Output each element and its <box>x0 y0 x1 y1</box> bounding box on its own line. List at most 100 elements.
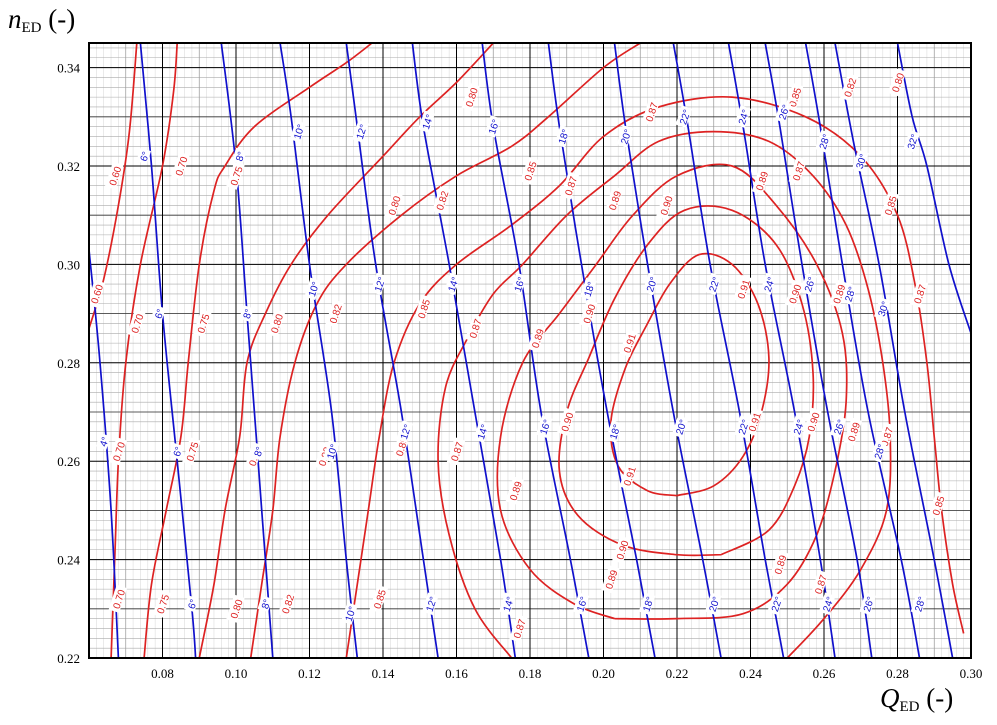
guide-vane-label: 14° <box>418 110 436 133</box>
label-background <box>638 592 656 615</box>
label-background <box>880 191 899 220</box>
label-background <box>840 282 858 305</box>
guide-vane-label: 16° <box>572 592 590 615</box>
label-background <box>604 186 624 215</box>
contour-label: 32° <box>906 133 921 151</box>
contour-label: 10° <box>325 443 340 461</box>
contour-label: 16° <box>539 418 554 436</box>
contour-label: 14° <box>421 113 436 131</box>
guide-vane-label: 6° <box>184 595 200 613</box>
contour-label: 12° <box>425 595 440 613</box>
guide-vane-label: 18° <box>554 125 572 148</box>
contour-label: 0.89 <box>755 170 772 192</box>
label-background <box>171 151 190 180</box>
efficiency-contour-0.91 <box>609 252 770 497</box>
guide-vane-label: 26° <box>800 272 818 296</box>
guide-vane-label: 24° <box>734 105 752 128</box>
contour-label: 12° <box>373 276 388 294</box>
label-background <box>852 149 869 173</box>
guide-vane-label: 6° <box>150 305 167 322</box>
guide-vane-line-30deg <box>834 43 954 658</box>
guide-vane-label: 16° <box>535 415 554 438</box>
guide-vane-label: 6° <box>169 442 185 460</box>
contour-label: 22° <box>737 418 752 436</box>
label-background <box>95 432 111 450</box>
contour-label: 28° <box>873 443 888 461</box>
contour-label: 28° <box>913 595 928 613</box>
guide-vane-label: 10° <box>341 602 359 625</box>
efficiency-contour-0.82 <box>249 43 641 658</box>
label-background <box>815 130 832 153</box>
x-tick-label: 0.16 <box>445 666 468 681</box>
label-background <box>887 68 907 97</box>
label-background <box>601 565 620 594</box>
label-background <box>250 442 266 460</box>
x-tick-label: 0.20 <box>592 666 615 681</box>
guide-vane-label: 28° <box>910 592 928 615</box>
label-background <box>461 82 480 112</box>
label-background <box>413 294 433 323</box>
guide-vane-label: 14° <box>499 592 517 615</box>
label-background <box>341 602 358 625</box>
guide-vane-label: 20° <box>671 415 690 438</box>
contour-label: 16° <box>513 276 528 294</box>
label-background <box>127 309 146 338</box>
contour-label: 26° <box>777 103 792 121</box>
guide-vane-label: 12° <box>396 420 414 443</box>
label-background <box>231 147 247 165</box>
contour-label: 8° <box>260 598 273 610</box>
contour-label: 0.87 <box>813 573 830 595</box>
x-axis-unit: (-) <box>926 683 954 713</box>
efficiency-contour-0.85 <box>345 95 965 658</box>
contour-label: 16° <box>487 118 502 136</box>
label-background <box>484 115 502 138</box>
contour-label: 6° <box>139 150 152 162</box>
label-background <box>136 147 152 165</box>
label-background <box>641 97 661 126</box>
label-background <box>874 297 891 320</box>
label-background <box>370 272 388 296</box>
contour-label: 26° <box>862 595 877 613</box>
label-background <box>108 437 128 466</box>
label-background <box>535 415 553 438</box>
guide-vane-label: 26° <box>774 100 793 123</box>
y-tick-label: 0.34 <box>57 61 80 76</box>
label-background <box>909 279 929 308</box>
label-background <box>150 305 166 322</box>
label-background <box>903 130 921 153</box>
y-axis-title: nED (-) <box>8 4 75 37</box>
label-background <box>193 309 212 338</box>
contour-label: 8° <box>242 308 255 320</box>
guide-vane-line-10deg <box>279 43 359 658</box>
label-background <box>656 191 675 220</box>
label-background <box>289 120 307 143</box>
guide-vane-label: 22° <box>767 592 785 615</box>
guide-vane-label: 16° <box>484 115 502 138</box>
x-tick-label: 0.30 <box>960 666 983 681</box>
label-background <box>465 314 484 343</box>
label-background <box>675 105 693 128</box>
y-tick-label: 0.22 <box>57 651 80 666</box>
contour-label: 20° <box>708 595 723 613</box>
label-background <box>418 110 435 133</box>
label-background <box>184 595 199 613</box>
guide-vane-label: 18° <box>605 420 623 443</box>
label-background <box>734 105 751 128</box>
label-background <box>619 328 638 358</box>
guide-vane-label: 28° <box>870 440 888 463</box>
contour-label: 0.85 <box>417 298 434 320</box>
guide-vane-label: 24° <box>760 272 778 296</box>
contour-label: 18° <box>641 595 656 613</box>
label-background <box>818 592 836 615</box>
guide-vane-label: 20° <box>705 592 723 615</box>
guide-vane-label: 12° <box>370 272 388 296</box>
label-background <box>789 415 807 438</box>
contour-label: 0.87 <box>468 317 485 339</box>
guide-vane-label: 18° <box>638 592 657 615</box>
contour-label: 24° <box>763 276 778 294</box>
label-background <box>605 420 623 443</box>
label-background <box>505 476 525 505</box>
contour-label: 22° <box>708 276 723 294</box>
label-background <box>304 277 322 301</box>
contour-label: 28° <box>818 133 833 151</box>
